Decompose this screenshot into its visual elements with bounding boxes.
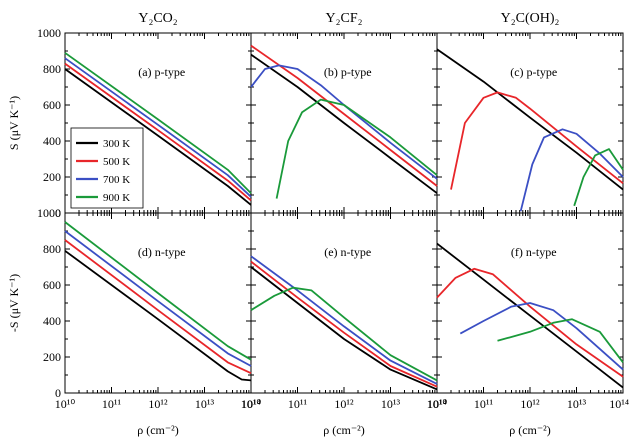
x-tick-label: 10¹³: [195, 397, 215, 411]
series-line-700K-panel-6: [459, 302, 624, 371]
panel-frame-r2-c1: [64, 212, 252, 394]
y-tick-label: 1000: [37, 206, 61, 220]
series-line-300K-panel-2: [250, 53, 438, 194]
series-line-500K-panel-3: [450, 91, 624, 190]
y-tick-label: 0: [55, 386, 61, 400]
column-title-3: Y₂C(OH)₂: [501, 11, 560, 26]
column-title-2: Y₂CF₂: [326, 11, 363, 26]
x-tick-label: 10¹¹: [102, 397, 122, 411]
x-tick-label: 10¹³: [567, 397, 587, 411]
series-line-900K-panel-4: [64, 221, 252, 361]
series-line-300K-panel-1: [64, 68, 252, 206]
series-line-500K-panel-6: [436, 267, 624, 378]
x-tick-label: 10¹⁰: [241, 397, 262, 411]
y-tick-label: 0: [55, 206, 61, 220]
x-tick-label: 10¹²: [148, 397, 168, 411]
series-line-900K-panel-2: [275, 98, 438, 199]
series-line-900K-panel-6: [497, 318, 624, 363]
legend-box: [70, 127, 144, 209]
x-tick-label: 10¹⁰: [427, 397, 448, 411]
y-tick-label: 400: [43, 314, 61, 328]
x-tick-label: 10¹⁴: [427, 397, 447, 411]
x-tick-label: 10¹⁰: [55, 397, 76, 411]
y-tick-label: 1000: [37, 26, 61, 40]
series-line-900K-panel-3: [573, 148, 624, 207]
y-tick-label: 400: [43, 134, 61, 148]
y-tick-label: 200: [43, 350, 61, 364]
series-line-700K-panel-5: [250, 255, 438, 385]
series-line-300K-panel-6: [436, 242, 624, 389]
x-tick-label: 10¹⁴: [609, 397, 629, 411]
y-tick-label: 200: [43, 170, 61, 184]
panel-annotation-5: (e) n-type: [324, 245, 371, 259]
x-axis-label-col-2: ρ (cm⁻²): [323, 423, 365, 437]
series-line-500K-panel-1: [64, 62, 252, 202]
x-tick-label: 10¹¹: [288, 397, 308, 411]
x-tick-label: 10¹²: [520, 397, 540, 411]
panel-annotation-2: (b) p-type: [324, 65, 372, 79]
x-tick-label: 10¹²: [334, 397, 354, 411]
series-line-300K-panel-5: [250, 266, 438, 391]
series-line-300K-panel-3: [436, 48, 624, 191]
legend-label-4: 900 K: [103, 192, 130, 204]
y-tick-label: 600: [43, 98, 61, 112]
y-tick-label: 800: [43, 62, 61, 76]
panel-annotation-1: (a) p-type: [138, 65, 185, 79]
series-line-700K-panel-4: [64, 230, 252, 367]
legend-label-1: 300 K: [103, 138, 130, 150]
y-axis-label-row-1: S (μV K⁻¹): [7, 96, 21, 150]
series-line-500K-panel-2: [250, 44, 438, 187]
series-line-900K-panel-1: [64, 52, 252, 194]
series-line-500K-panel-4: [64, 239, 252, 375]
series-line-300K-panel-4: [64, 250, 252, 382]
series-line-700K-panel-1: [64, 57, 252, 198]
x-tick-label: 10¹¹: [474, 397, 494, 411]
panel-annotation-3: (c) p-type: [510, 65, 557, 79]
x-tick-label: 10¹⁴: [241, 397, 261, 411]
y-tick-label: 600: [43, 278, 61, 292]
panel-annotation-4: (d) n-type: [138, 245, 186, 259]
panel-annotation-6: (f) n-type: [511, 245, 557, 259]
x-axis-label-col-1: ρ (cm⁻²): [137, 423, 179, 437]
legend-label-2: 500 K: [103, 156, 130, 168]
x-axis-label-col-3: ρ (cm⁻²): [509, 423, 551, 437]
series-line-700K-panel-2: [250, 64, 438, 180]
x-tick-label: 10¹³: [381, 397, 401, 411]
series-line-900K-panel-5: [250, 286, 438, 382]
legend-label-3: 700 K: [103, 174, 130, 186]
y-axis-label-row-2: -S (μV K⁻¹): [7, 274, 21, 332]
y-tick-label: 800: [43, 242, 61, 256]
column-title-1: Y₂CO₂: [138, 11, 177, 26]
series-line-500K-panel-5: [250, 260, 438, 388]
